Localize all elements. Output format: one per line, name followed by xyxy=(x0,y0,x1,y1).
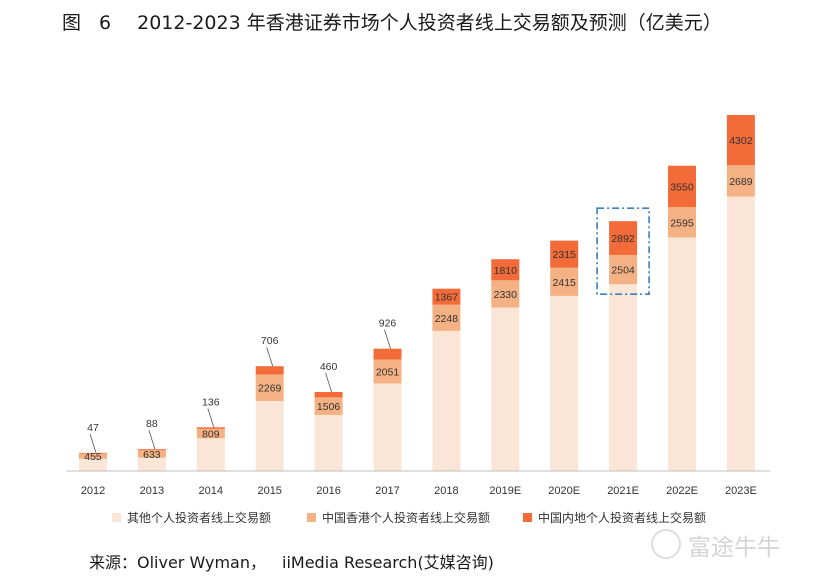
data-label-hk-2021E: 2504 xyxy=(611,265,635,277)
source-label: 来源：Oliver Wyman， xyxy=(89,553,267,572)
leader-line-2015 xyxy=(266,347,274,367)
data-label-mainland-2014: 136 xyxy=(202,396,220,408)
bar-hk-2014 xyxy=(196,428,225,439)
bar-other-2017 xyxy=(373,383,402,471)
data-label-mainland-2018: 1367 xyxy=(435,292,459,304)
watermark-text: 富途牛牛 xyxy=(688,535,780,561)
figure-title-text: 2012-2023 年香港证券市场个人投资者线上交易额及预测（亿美元） xyxy=(137,12,722,34)
bar-hk-2013 xyxy=(137,450,166,458)
bar-other-2016 xyxy=(314,414,343,471)
bar-hk-2020E xyxy=(550,267,579,296)
leader-line-2012 xyxy=(89,433,97,453)
data-label-hk-2016: 1506 xyxy=(317,401,341,413)
legend-swatch-1 xyxy=(307,513,316,522)
chart-title: 图 6 2012-2023 年香港证券市场个人投资者线上交易额及预测（亿美元） xyxy=(62,10,822,36)
data-label-mainland-2020E: 2315 xyxy=(553,249,577,261)
bar-mainland-2015 xyxy=(255,366,284,375)
data-label-mainland-2012: 47 xyxy=(87,422,99,434)
figure-label: 图 xyxy=(62,12,82,34)
data-label-hk-2022E: 2595 xyxy=(670,217,694,229)
x-tick-label-2014: 2014 xyxy=(199,485,223,497)
source-rest: iiMedia Research(艾媒咨询) xyxy=(282,553,494,572)
bar-mainland-2016 xyxy=(314,392,343,398)
bar-mainland-2023E xyxy=(726,115,755,166)
bar-mainland-2014 xyxy=(196,427,225,429)
data-label-mainland-2022E: 3550 xyxy=(670,181,694,193)
legend-swatch-0 xyxy=(112,513,121,522)
x-tick-label-2020E: 2020E xyxy=(548,485,580,497)
bar-hk-2015 xyxy=(255,374,284,401)
bar-hk-2018 xyxy=(432,304,461,331)
bar-other-2020E xyxy=(550,295,579,471)
bar-mainland-2018 xyxy=(432,288,461,305)
x-tick-label-2017: 2017 xyxy=(375,485,399,497)
bar-mainland-2019E xyxy=(491,259,520,281)
bar-hk-2019E xyxy=(491,280,520,308)
bar-hk-2012 xyxy=(79,453,107,459)
bar-other-2013 xyxy=(137,457,166,471)
bar-mainland-2020E xyxy=(550,240,579,268)
data-label-hk-2018: 2248 xyxy=(435,313,459,325)
source-note: 来源：Oliver Wyman， iiMedia Research(艾媒咨询) xyxy=(89,551,494,575)
x-tick-label-2023E: 2023E xyxy=(725,485,757,497)
bar-hk-2023E xyxy=(726,165,755,197)
bar-other-2021E xyxy=(609,284,638,471)
bar-other-2022E xyxy=(668,237,696,471)
data-label-mainland-2017: 926 xyxy=(379,318,397,330)
data-label-hk-2020E: 2415 xyxy=(553,277,577,289)
data-label-mainland-2023E: 4302 xyxy=(729,135,753,147)
x-tick-label-2016: 2016 xyxy=(316,485,340,497)
leader-line-2013 xyxy=(148,430,156,450)
legend-label-0: 其他个人投资者线上交易额 xyxy=(127,510,271,525)
x-tick-label-2018: 2018 xyxy=(434,485,458,497)
legend-label-2: 中国内地个人投资者线上交易额 xyxy=(538,510,706,525)
x-tick-label-2019E: 2019E xyxy=(489,485,521,497)
legend-swatch-2 xyxy=(523,513,532,522)
highlight-box xyxy=(596,207,650,295)
watermark-logo-icon xyxy=(651,529,681,559)
leader-line-2017 xyxy=(384,329,391,349)
data-label-mainland-2015: 706 xyxy=(261,335,279,347)
x-tick-label-2021E: 2021E xyxy=(607,485,639,497)
x-tick-label-2015: 2015 xyxy=(257,485,281,497)
x-tick-label-2012: 2012 xyxy=(81,485,105,497)
data-label-hk-2013: 633 xyxy=(143,449,161,461)
data-label-hk-2012: 455 xyxy=(84,451,102,463)
data-label-mainland-2019E: 1810 xyxy=(494,265,518,277)
bar-hk-2017 xyxy=(373,359,402,384)
bar-hk-2022E xyxy=(668,207,696,238)
bar-mainland-2013 xyxy=(137,449,166,451)
bar-other-2015 xyxy=(255,400,284,471)
data-label-mainland-2021E: 2892 xyxy=(611,233,635,245)
data-label-mainland-2016: 460 xyxy=(320,361,338,373)
bar-other-2019E xyxy=(491,307,520,471)
bar-mainland-2012 xyxy=(79,452,107,454)
bar-other-2012 xyxy=(79,458,107,471)
bar-mainland-2022E xyxy=(668,165,696,208)
leader-line-2016 xyxy=(325,372,332,393)
data-label-hk-2017: 2051 xyxy=(376,366,400,378)
bar-other-2014 xyxy=(196,438,225,471)
data-label-hk-2019E: 2330 xyxy=(494,289,518,301)
bar-other-2023E xyxy=(726,196,755,471)
bar-hk-2021E xyxy=(609,254,638,285)
x-tick-label-2022E: 2022E xyxy=(666,485,698,497)
data-label-hk-2014: 809 xyxy=(202,429,220,441)
figure-number: 6 xyxy=(99,12,112,34)
leader-line-2014 xyxy=(207,408,215,428)
legend-label-1: 中国香港个人投资者线上交易额 xyxy=(322,510,490,525)
bar-mainland-2021E xyxy=(609,221,638,255)
x-tick-label-2013: 2013 xyxy=(140,485,164,497)
data-label-hk-2023E: 2689 xyxy=(729,176,753,188)
data-label-hk-2015: 2269 xyxy=(258,383,282,395)
bar-hk-2016 xyxy=(314,397,343,415)
data-label-mainland-2013: 88 xyxy=(146,418,158,430)
bar-mainland-2017 xyxy=(373,348,402,360)
bar-other-2018 xyxy=(432,330,461,471)
